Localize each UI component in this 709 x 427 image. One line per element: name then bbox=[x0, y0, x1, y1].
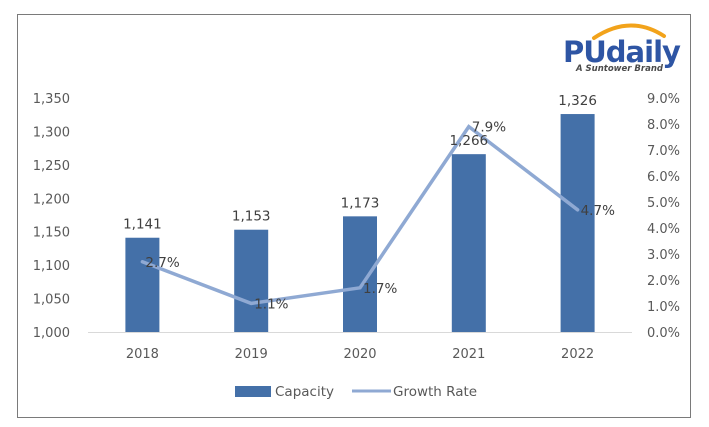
legend-swatch-capacity bbox=[235, 386, 271, 397]
x-axis-tick-label: 2022 bbox=[561, 347, 594, 362]
bar-label-capacity-2019: 1,153 bbox=[232, 209, 271, 225]
bar-capacity-2022 bbox=[560, 114, 595, 332]
left-axis-tick-label: 1,100 bbox=[33, 259, 70, 274]
line-label-growth-rate-2018: 2.7% bbox=[145, 255, 179, 271]
bar-capacity-2020 bbox=[343, 216, 377, 332]
x-axis-tick-label: 2021 bbox=[452, 347, 485, 362]
left-axis-tick-label: 1,150 bbox=[33, 226, 70, 241]
left-axis-tick-label: 1,000 bbox=[33, 326, 70, 341]
line-label-growth-rate-2019: 1.1% bbox=[254, 296, 288, 312]
x-axis-tick-label: 2020 bbox=[343, 347, 376, 362]
right-axis-tick-label: 2.0% bbox=[647, 274, 680, 289]
logo-tagline: A Suntower Brand bbox=[575, 64, 664, 74]
left-axis-tick-label: 1,200 bbox=[33, 192, 70, 207]
bar-label-capacity-2020: 1,173 bbox=[341, 195, 380, 211]
left-axis-tick-label: 1,050 bbox=[33, 293, 70, 308]
right-axis-tick-label: 0.0% bbox=[647, 326, 680, 341]
bar-series-capacity bbox=[125, 114, 595, 332]
right-axis-tick-label: 8.0% bbox=[647, 118, 680, 133]
x-axis: 2018 2019 2020 2021 2022 bbox=[88, 332, 632, 362]
legend: Capacity Growth Rate bbox=[235, 384, 477, 400]
line-series-growth-rate bbox=[140, 124, 580, 306]
left-axis-tick-label: 1,300 bbox=[33, 125, 70, 140]
x-axis-tick-label: 2018 bbox=[126, 347, 159, 362]
right-axis-tick-label: 1.0% bbox=[647, 300, 680, 315]
left-axis-tick-label: 1,250 bbox=[33, 159, 70, 174]
line-label-growth-rate-2022: 4.7% bbox=[581, 203, 615, 219]
legend-label-capacity: Capacity bbox=[275, 384, 334, 400]
logo-name: PUdaily bbox=[563, 35, 681, 69]
right-axis: 0.0% 1.0% 2.0% 3.0% 4.0% 5.0% 6.0% 7.0% 8.0% 9.0% bbox=[647, 92, 680, 341]
bar-label-capacity-2022: 1,326 bbox=[558, 93, 597, 109]
right-axis-tick-label: 7.0% bbox=[647, 144, 680, 159]
line-label-growth-rate-2020: 1.7% bbox=[363, 281, 397, 297]
bar-label-capacity-2021: 1,266 bbox=[449, 133, 488, 149]
line-data-labels: 2.7% 1.1% 1.7% 7.9% 4.7% bbox=[145, 120, 615, 313]
right-axis-tick-label: 3.0% bbox=[647, 248, 680, 263]
bar-capacity-2019 bbox=[234, 229, 269, 332]
line-label-growth-rate-2021: 7.9% bbox=[472, 120, 506, 136]
logo-arc-icon bbox=[592, 23, 666, 40]
right-axis-tick-label: 6.0% bbox=[647, 170, 680, 185]
right-axis-tick-label: 4.0% bbox=[647, 222, 680, 237]
pudaily-logo: PUdaily A Suntower Brand bbox=[563, 23, 682, 74]
bar-label-capacity-2018: 1,141 bbox=[123, 217, 162, 233]
right-axis-tick-label: 9.0% bbox=[647, 92, 680, 107]
bar-data-labels: 1,141 1,153 1,173 1,266 1,326 bbox=[123, 93, 597, 233]
x-axis-tick-label: 2019 bbox=[235, 347, 268, 362]
bar-capacity-2021 bbox=[451, 154, 486, 332]
bar-capacity-2018 bbox=[125, 237, 160, 332]
left-axis-tick-label: 1,350 bbox=[33, 92, 70, 107]
legend-label-growth-rate: Growth Rate bbox=[393, 384, 477, 400]
left-axis: 1,000 1,050 1,100 1,150 1,200 1,250 1,300 1,350 bbox=[33, 92, 70, 341]
right-axis-tick-label: 5.0% bbox=[647, 196, 680, 211]
